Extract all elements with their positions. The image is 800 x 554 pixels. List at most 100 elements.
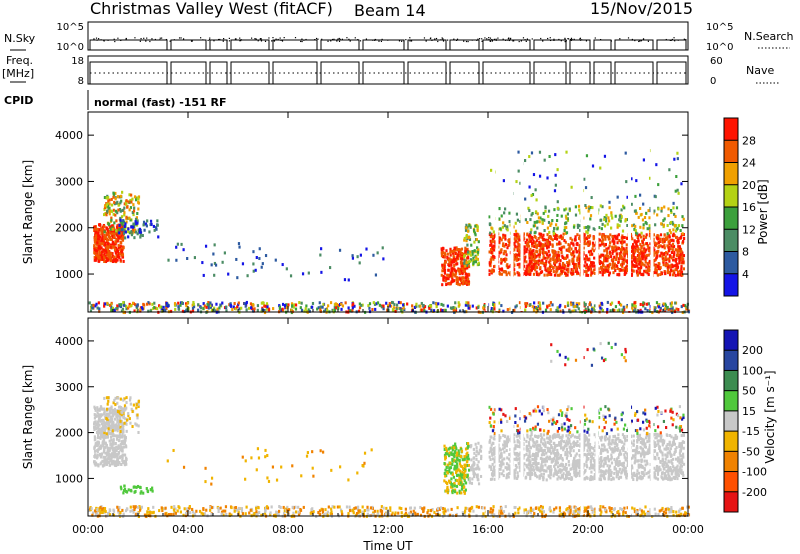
- echo-cell: [211, 505, 215, 509]
- echo-cell: [119, 201, 122, 205]
- nsky-point: [317, 38, 319, 40]
- echo-cell: [449, 253, 452, 257]
- echo-cell: [530, 265, 533, 269]
- echo-cell: [366, 505, 369, 509]
- echo-cell: [489, 260, 493, 264]
- echo-cell: [124, 421, 127, 425]
- echo-cell: [619, 219, 622, 223]
- echo-cell: [552, 266, 555, 270]
- echo-cell: [673, 234, 676, 238]
- echo-cell: [611, 251, 614, 255]
- echo-cell: [122, 301, 125, 305]
- echo-cell: [164, 308, 167, 312]
- echo-cell: [123, 461, 126, 465]
- echo-cell: [115, 229, 118, 233]
- echo-cell: [93, 258, 96, 262]
- echo-cell: [101, 427, 105, 431]
- echo-cell: [135, 196, 138, 200]
- echo-cell: [647, 262, 650, 266]
- echo-cell: [110, 301, 113, 305]
- echo-cell: [322, 513, 326, 517]
- nsky-point: [442, 40, 445, 42]
- echo-cell: [245, 308, 248, 312]
- echo-cell: [634, 308, 637, 312]
- nsky-point: [173, 39, 175, 41]
- echo-cell: [590, 263, 594, 267]
- echo-cell: [529, 247, 532, 251]
- echo-cell: [653, 507, 656, 511]
- echo-cell: [497, 217, 501, 221]
- echo-cell: [121, 430, 124, 434]
- echo-cell: [488, 262, 492, 266]
- echo-cell: [112, 513, 116, 517]
- nsky-trace: [89, 37, 687, 50]
- echo-cell: [111, 418, 114, 422]
- echo-cell: [558, 247, 561, 251]
- echo-cell: [128, 417, 131, 421]
- nsky-point: [272, 40, 274, 42]
- echo-cell: [437, 302, 440, 306]
- echo-cell: [154, 306, 157, 310]
- echo-cell: [182, 248, 185, 252]
- echo-cell: [117, 203, 120, 207]
- echo-cell: [99, 419, 102, 423]
- echo-cell: [538, 301, 541, 305]
- echo-cell: [667, 214, 670, 218]
- echo-cell: [527, 272, 530, 276]
- echo-cell: [109, 259, 112, 263]
- echo-cell: [631, 306, 634, 310]
- echo-cell: [675, 307, 678, 311]
- echo-cell: [118, 432, 121, 436]
- echo-cell: [367, 508, 370, 512]
- echo-cell: [672, 269, 675, 273]
- echo-cell: [117, 246, 120, 250]
- echo-cell: [670, 304, 673, 308]
- echo-cell: [107, 396, 110, 400]
- echo-cell: [587, 250, 591, 254]
- echo-cell: [467, 277, 470, 281]
- echo-cell: [113, 428, 116, 432]
- echo-cell: [446, 255, 449, 259]
- echo-cell: [594, 507, 597, 511]
- echo-cell: [659, 266, 662, 270]
- echo-cell: [467, 272, 470, 276]
- echo-cell: [517, 273, 520, 277]
- echo-cell: [237, 301, 240, 305]
- echo-cell: [321, 305, 324, 309]
- echo-cell: [524, 302, 528, 306]
- echo-cell: [657, 240, 660, 244]
- echo-cell: [152, 224, 156, 228]
- echo-cell: [143, 222, 146, 226]
- nsky-point: [489, 40, 492, 42]
- echo-cell: [440, 251, 443, 255]
- echo-cell: [113, 235, 116, 239]
- echo-cell: [578, 244, 582, 248]
- echo-cell: [541, 243, 544, 247]
- echo-cell: [445, 249, 448, 253]
- echo-cell: [461, 267, 464, 271]
- echo-cell: [679, 251, 683, 255]
- echo-cell: [175, 258, 178, 262]
- echo-cell: [626, 237, 629, 241]
- echo-cell: [635, 241, 638, 245]
- echo-cell: [664, 264, 667, 268]
- data-gap: [520, 113, 524, 311]
- echo-cell: [375, 302, 378, 306]
- echo-cell: [244, 304, 247, 308]
- echo-cell: [454, 252, 457, 256]
- echo-cell: [493, 244, 497, 248]
- echo-cell: [614, 214, 617, 218]
- echo-cell: [534, 268, 537, 272]
- echo-cell: [557, 306, 560, 310]
- echo-cell: [113, 221, 116, 225]
- echo-cell: [302, 505, 305, 509]
- echo-cell: [571, 253, 575, 257]
- echo-cell: [582, 513, 585, 517]
- echo-cell: [568, 209, 571, 213]
- echo-cell: [498, 207, 501, 211]
- echo-cell: [649, 308, 652, 312]
- echo-cell: [676, 157, 679, 161]
- echo-cell: [601, 238, 605, 242]
- echo-cell: [652, 253, 655, 257]
- echo-cell: [504, 234, 507, 238]
